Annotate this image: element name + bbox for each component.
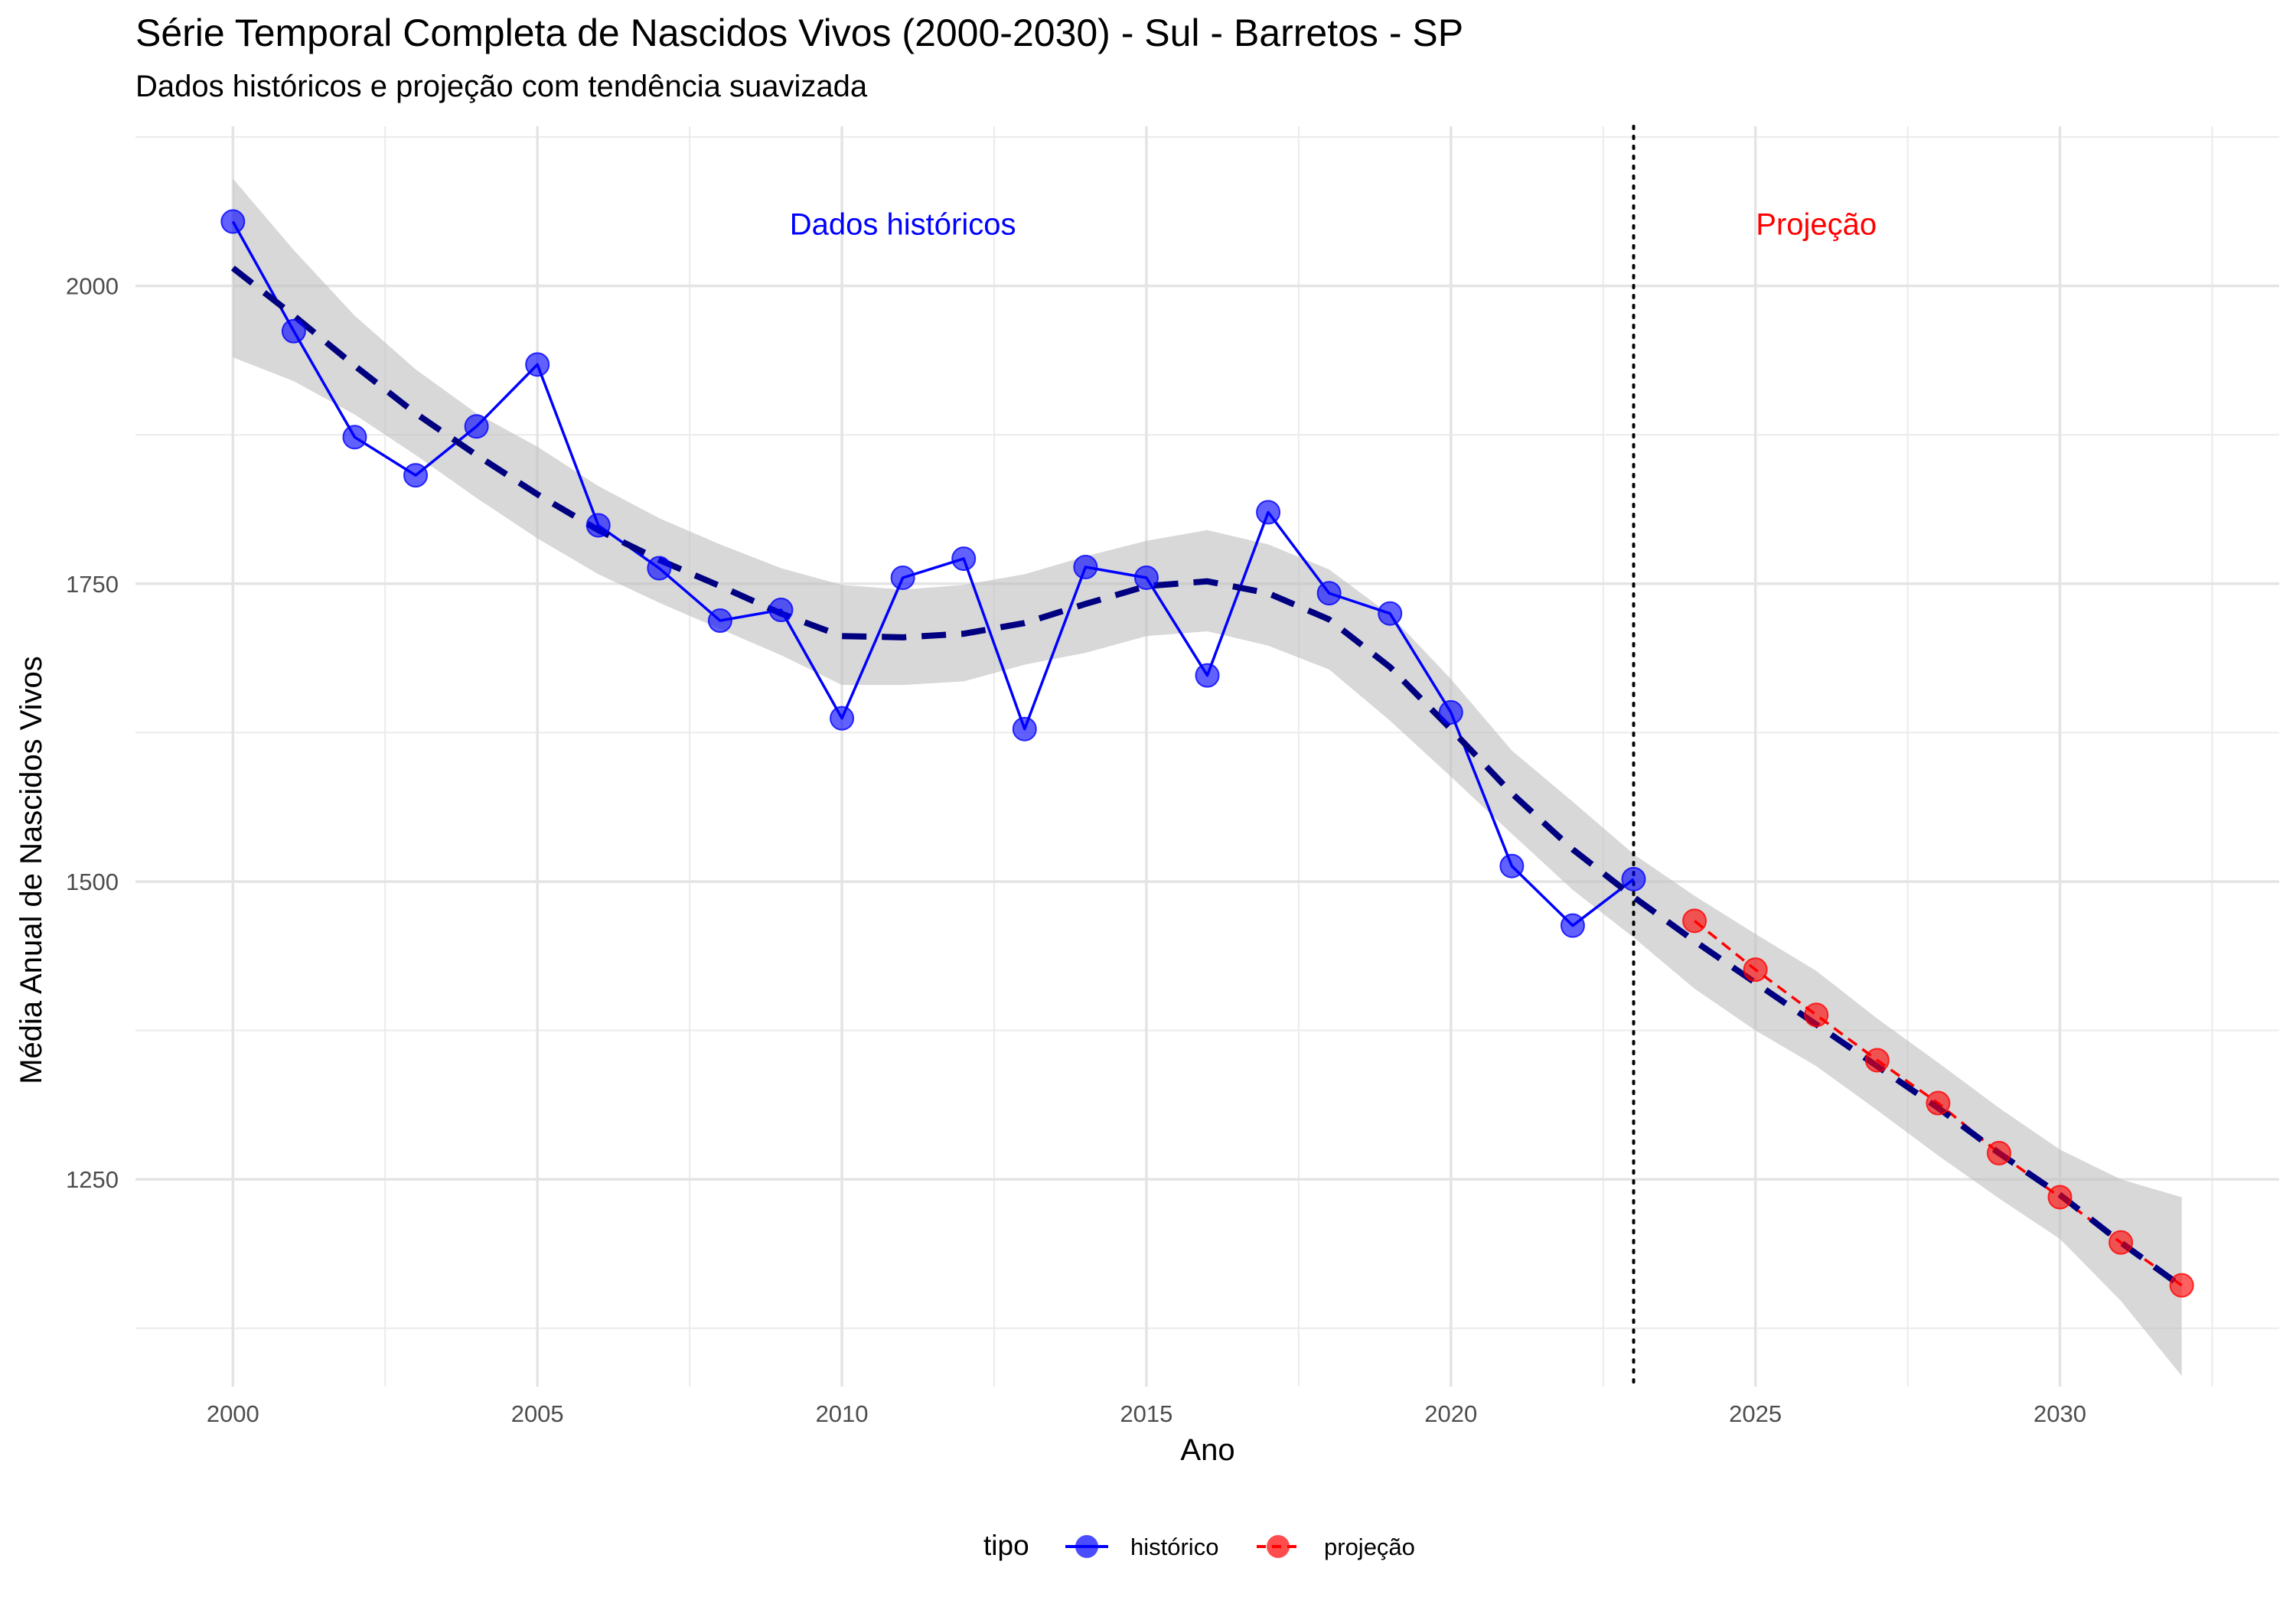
legend-key-point-historico	[1075, 1535, 1098, 1558]
series-line-historico	[231, 220, 1635, 927]
trend-line	[230, 266, 2184, 1289]
data-point	[342, 425, 367, 450]
annotation-label: Dados históricos	[790, 208, 1016, 242]
legend-title: tipo	[983, 1530, 1029, 1561]
y-tick-label: 1250	[66, 1166, 119, 1193]
data-point	[2047, 1185, 2073, 1210]
legend: tipo histórico projeção	[983, 1530, 1415, 1561]
major-gridlines	[135, 126, 2279, 1387]
data-point	[1804, 1002, 1829, 1028]
data-point	[2169, 1273, 2194, 1298]
legend-item-projecao: projeção	[1257, 1534, 1415, 1560]
data-point	[830, 706, 855, 731]
data-point	[281, 318, 306, 344]
data-point	[464, 414, 489, 439]
data-point	[768, 598, 794, 623]
data-point	[525, 352, 550, 377]
data-point	[2108, 1230, 2134, 1255]
x-tick-label: 2030	[2033, 1400, 2086, 1427]
data-point	[1743, 957, 1768, 983]
data-point	[1864, 1048, 1890, 1073]
data-point	[1195, 663, 1220, 688]
data-point	[403, 463, 429, 488]
data-point	[890, 565, 915, 590]
data-point	[1133, 565, 1159, 590]
data-point	[1438, 699, 1463, 725]
legend-label-projecao: projeção	[1324, 1534, 1415, 1560]
annotations: Dados históricos Projeção	[790, 208, 1877, 242]
data-point	[1621, 866, 1646, 892]
minor-gridlines	[135, 126, 2279, 1387]
data-point	[1986, 1140, 2011, 1165]
data-point	[1316, 581, 1342, 606]
data-point	[1560, 913, 1585, 938]
x-tick-label: 2015	[1120, 1400, 1172, 1427]
smoothed-trend-line	[230, 266, 2184, 1289]
data-point	[1378, 601, 1403, 626]
data-point	[1073, 554, 1098, 579]
trend-confidence-band	[233, 178, 2182, 1376]
x-axis-title: Ano	[1180, 1433, 1234, 1467]
y-tick-label: 1500	[66, 869, 119, 895]
x-tick-label: 2020	[1424, 1400, 1477, 1427]
x-tick-label: 2025	[1729, 1400, 1782, 1427]
data-point	[1499, 853, 1525, 878]
chart-subtitle: Dados históricos e projeção com tendênci…	[135, 70, 868, 103]
legend-item-historico: histórico	[1065, 1534, 1218, 1560]
data-point	[1682, 908, 1707, 934]
x-axis-tick-labels: 2000 2005 2010 2015 2020 2025 2030	[207, 1400, 2086, 1427]
series-points	[220, 209, 2194, 1298]
x-tick-label: 2010	[816, 1400, 869, 1427]
legend-key-point-projecao	[1267, 1535, 1290, 1558]
data-point	[647, 556, 672, 581]
legend-label-historico: histórico	[1130, 1534, 1218, 1560]
chart-title: Série Temporal Completa de Nascidos Vivo…	[135, 11, 1463, 54]
annotation-label: Projeção	[1756, 208, 1877, 242]
data-point	[707, 608, 732, 634]
y-tick-label: 1750	[66, 571, 119, 598]
data-point	[1012, 716, 1037, 742]
data-point	[1926, 1090, 1951, 1116]
x-tick-label: 2005	[511, 1400, 564, 1427]
data-point	[220, 209, 246, 234]
data-point	[951, 546, 977, 572]
y-tick-label: 2000	[66, 273, 119, 300]
confidence-band	[233, 178, 2182, 1376]
data-point	[585, 513, 611, 538]
y-axis-title: Média Anual de Nascidos Vivos	[15, 656, 48, 1084]
y-axis-tick-labels: 1250 1500 1750 2000	[66, 273, 119, 1194]
x-tick-label: 2000	[207, 1400, 259, 1427]
data-point	[1256, 500, 1281, 525]
series-lines	[231, 220, 2183, 1287]
